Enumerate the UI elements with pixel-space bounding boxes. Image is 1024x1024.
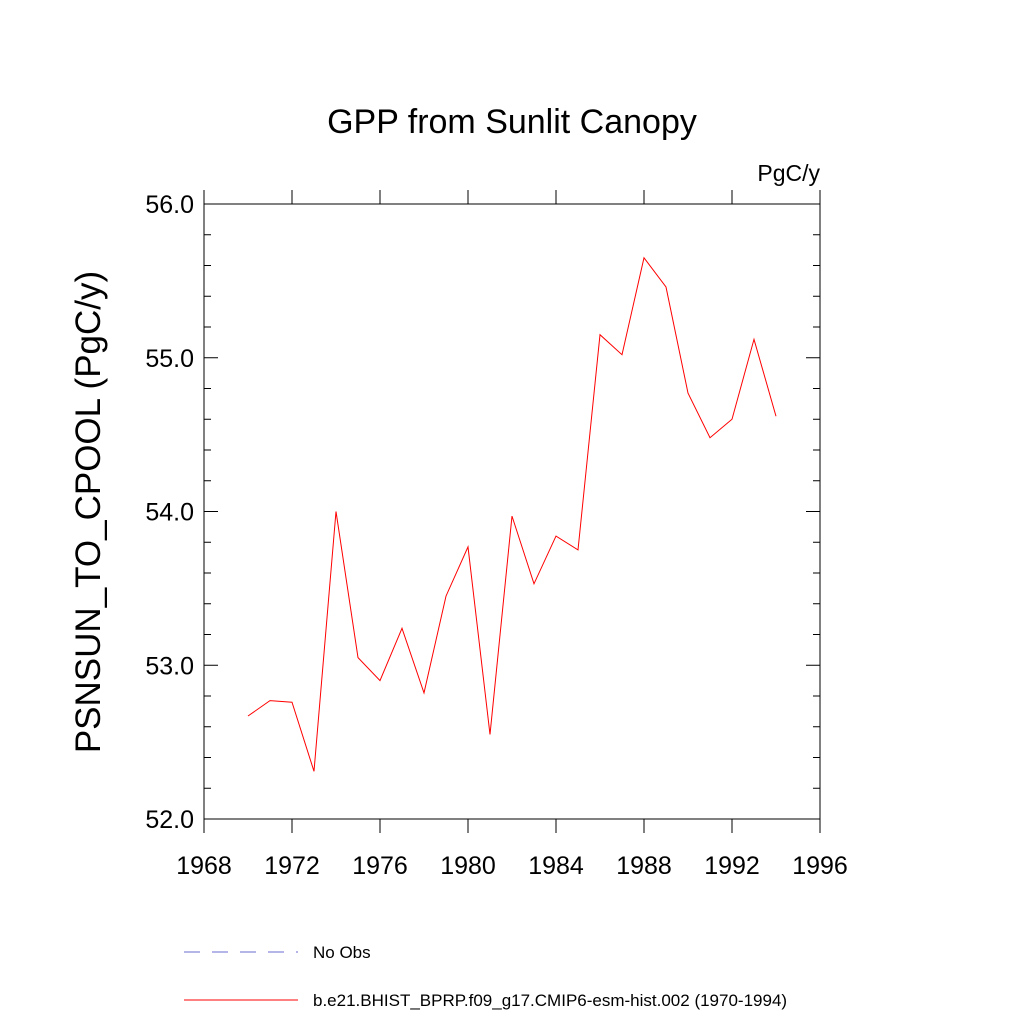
legend-label: No Obs: [313, 943, 371, 962]
x-tick-label: 1984: [528, 852, 584, 880]
x-tick-label: 1992: [704, 852, 760, 880]
x-tick-label: 1972: [264, 852, 320, 880]
x-tick-label: 1980: [440, 852, 496, 880]
units-label: PgC/y: [757, 160, 820, 186]
y-tick-label: 53.0: [145, 652, 194, 680]
y-ticks: 52.0 53.0 54.0 55.0 56.0: [145, 191, 820, 834]
x-tick-label: 1968: [176, 852, 232, 880]
y-tick-label: 56.0: [145, 191, 194, 219]
chart-title: GPP from Sunlit Canopy: [327, 103, 697, 141]
x-ticks: 1968 1972 1976 1980 1984 1988 1992 1996: [176, 190, 848, 880]
x-tick-label: 1988: [616, 852, 672, 880]
x-tick-label: 1976: [352, 852, 408, 880]
series-lines: [247, 256, 777, 772]
x-tick-label: 1996: [792, 852, 848, 880]
legend-label: b.e21.BHIST_BPRP.f09_g17.CMIP6-esm-hist.…: [313, 991, 787, 1010]
plot-frame: [203, 203, 821, 820]
y-tick-label: 54.0: [145, 499, 194, 527]
y-tick-label: 55.0: [145, 345, 194, 373]
legend: No Obs b.e21.BHIST_BPRP.f09_g17.CMIP6-esm…: [184, 943, 787, 1010]
y-tick-label: 52.0: [145, 806, 194, 834]
y-axis-label: PSNSUN_TO_CPOOL (PgC/y): [69, 271, 108, 753]
series-line: [247, 256, 777, 772]
